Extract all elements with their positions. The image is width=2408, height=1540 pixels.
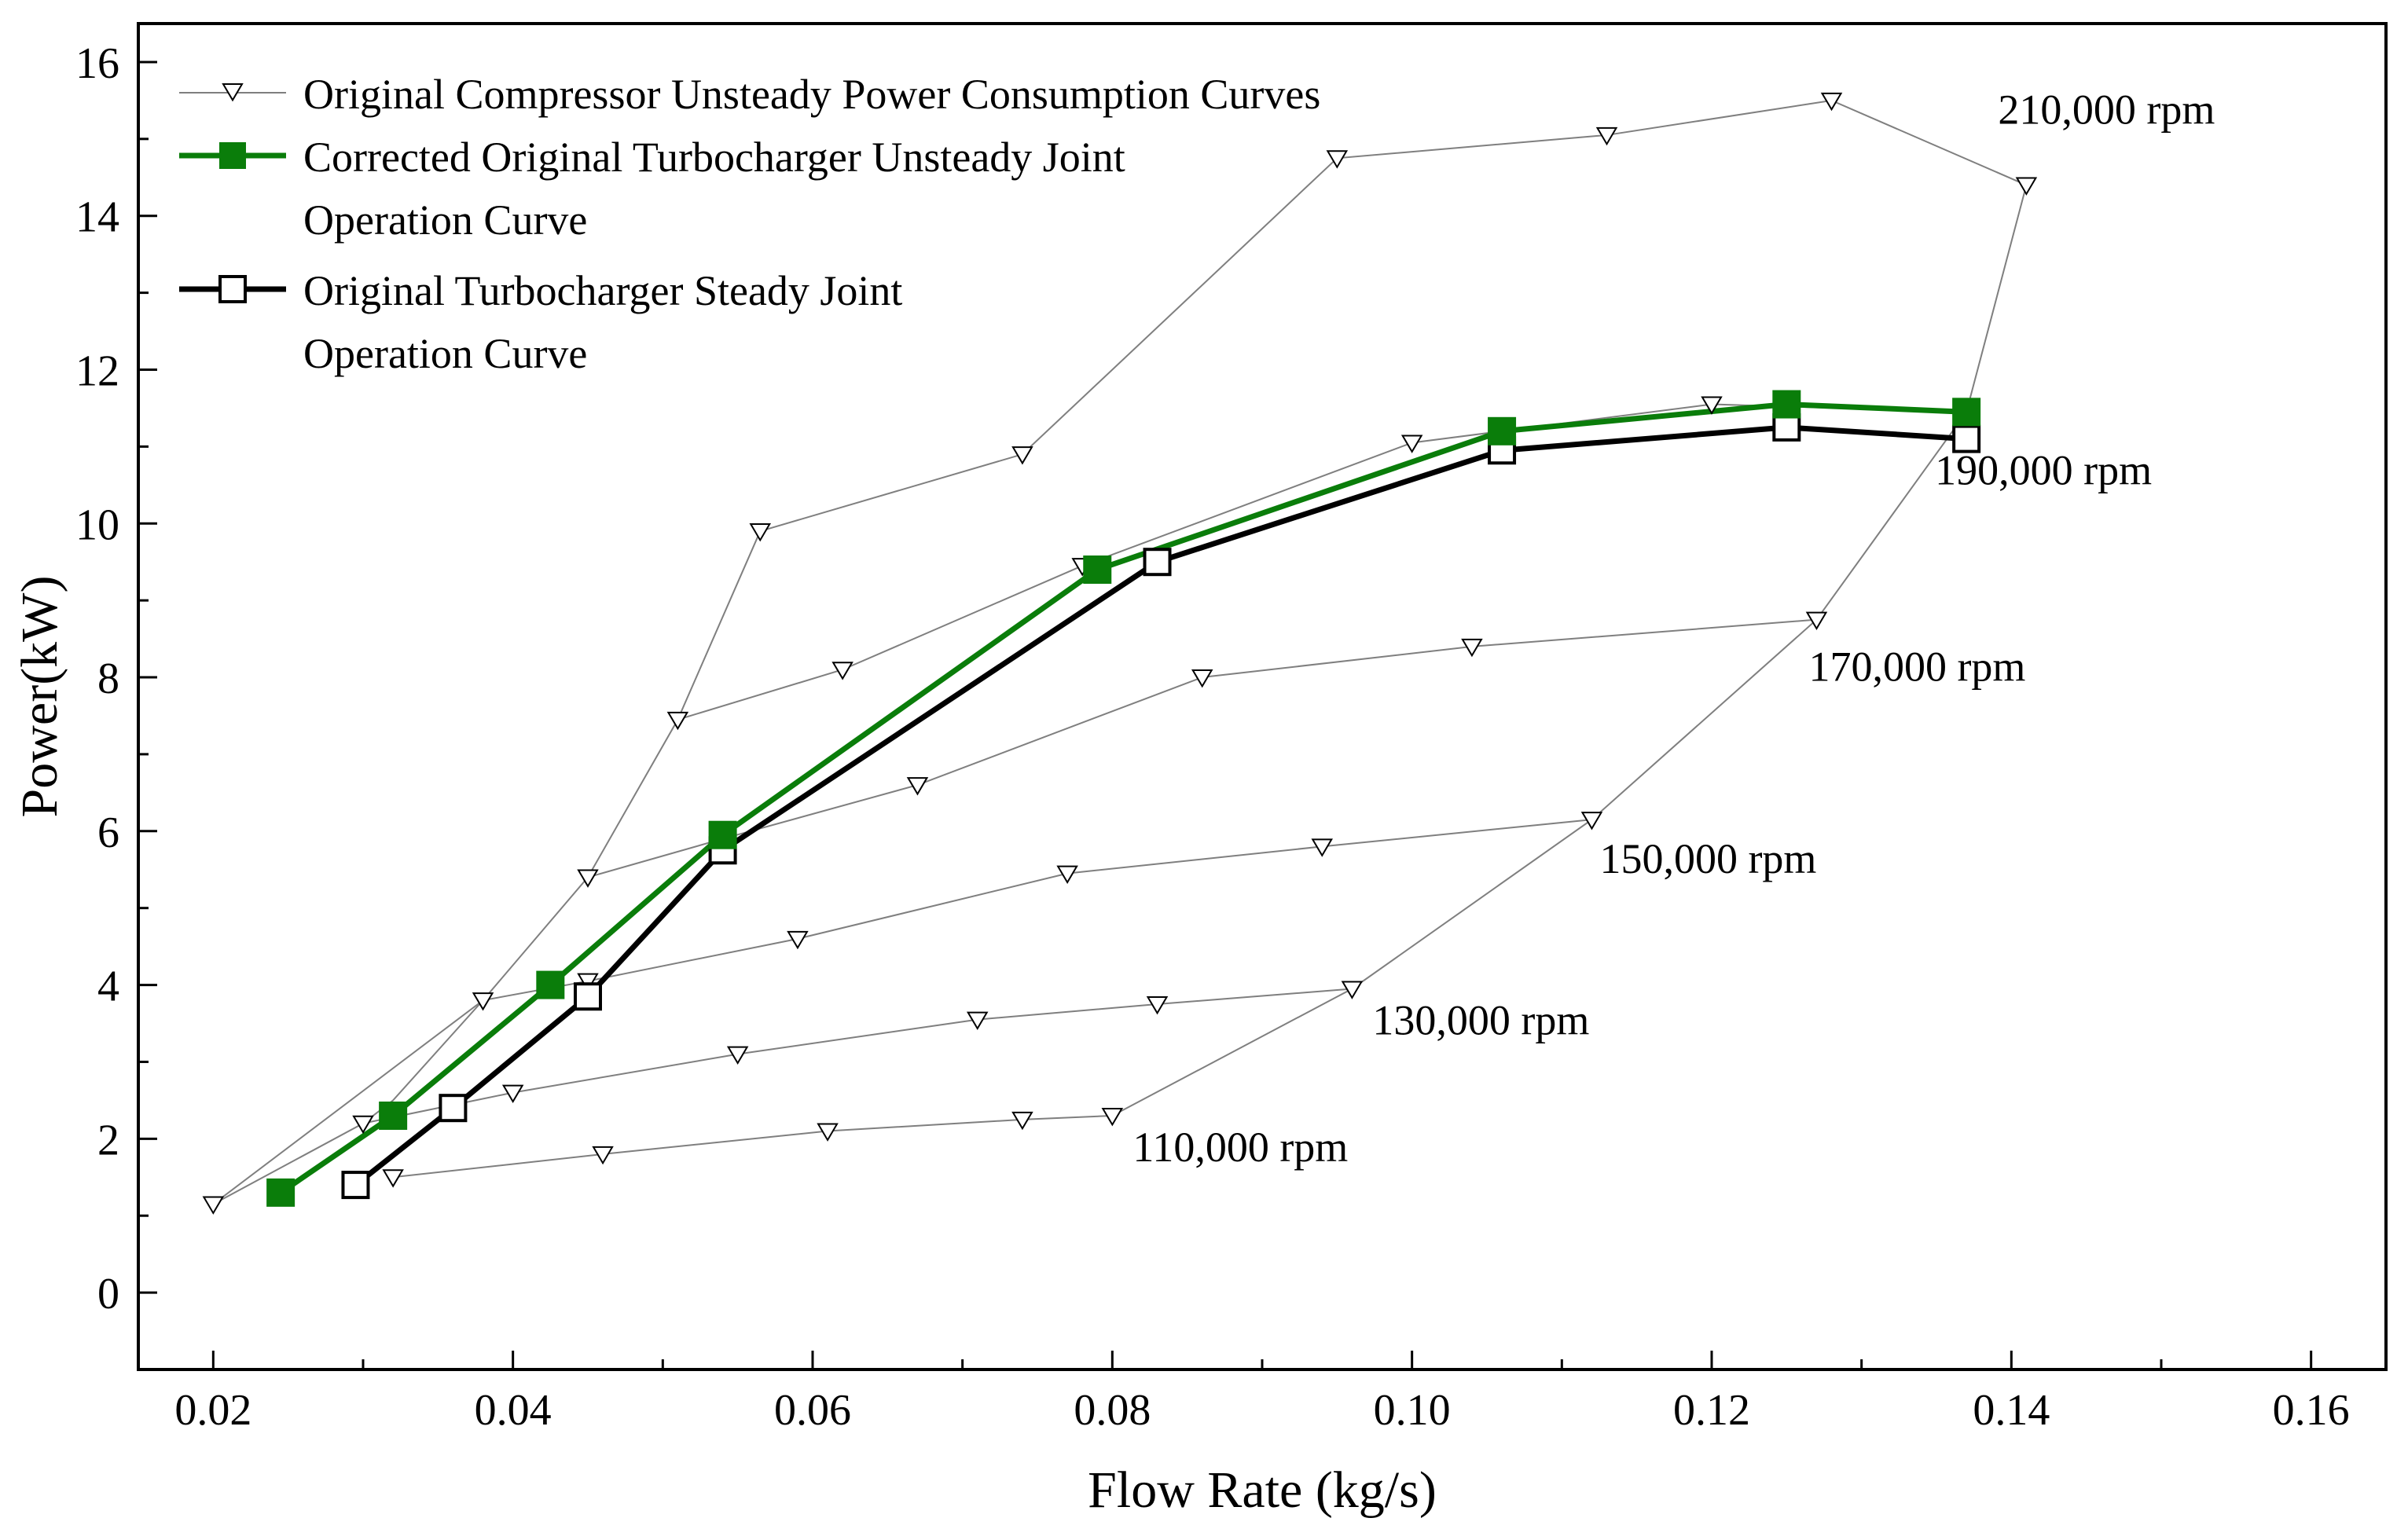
steady-point-0 (341, 1171, 370, 1200)
speed-line-4-point-4 (1701, 396, 1723, 415)
legend-marker-2 (218, 275, 247, 303)
speed-line-0-point-2 (817, 1123, 839, 1142)
steady-point-1 (439, 1094, 468, 1123)
ticks-layer (138, 60, 2313, 1370)
speed-line-5-point-3 (1595, 126, 1618, 146)
legend-text-2-1: Operation Curve (303, 330, 587, 377)
speed-line-0 (393, 1114, 1113, 1179)
legend: Original Compressor Unsteady Power Consu… (179, 71, 1320, 377)
legend-text-1-0: Corrected Original Turbocharger Unsteady… (303, 134, 1125, 181)
speed-label-4: 190,000 rpm (1935, 446, 2152, 493)
steady-point-4 (1143, 548, 1172, 577)
speed-line-3-point-2 (906, 777, 929, 796)
surge-line (212, 530, 762, 1205)
x-tick-label-5: 0.12 (1673, 1386, 1750, 1435)
legend-text-1-1: Operation Curve (303, 196, 587, 244)
x-tick-label-7: 0.16 (2273, 1386, 2350, 1435)
y-tick-label-0: 0 (97, 1270, 119, 1318)
speed-line-0-point-4 (1101, 1107, 1124, 1127)
corrected-point-3 (708, 820, 737, 849)
speed-line-5-point-5 (2015, 177, 2038, 196)
speed-line-0-point-0 (382, 1169, 404, 1188)
speed-line-5-point-2 (1326, 150, 1349, 169)
x-tick-label-6: 0.14 (1973, 1386, 2050, 1435)
steady-point-2 (574, 982, 602, 1011)
speed-line-5-point-4 (1820, 92, 1843, 112)
corrected-joint-curve (279, 402, 1967, 1195)
legend-text-2-0: Original Turbocharger Steady Joint (303, 267, 902, 314)
speed-line-1-point-1 (501, 1084, 524, 1103)
speed-label-5: 210,000 rpm (1998, 86, 2215, 134)
speed-line-2-point-3 (787, 930, 809, 950)
markers-layer (202, 92, 2038, 1215)
speed-line-0-point-3 (1011, 1111, 1033, 1131)
x-tick-label-3: 0.08 (1074, 1386, 1151, 1435)
speed-line-2-point-0 (202, 1196, 225, 1215)
speed-line-0-point-1 (592, 1146, 614, 1165)
speed-line-5-point-0 (749, 523, 772, 542)
speed-line-1-point-3 (966, 1011, 989, 1030)
curves-layer (212, 99, 2028, 1205)
speed-line-3-point-3 (1191, 669, 1213, 688)
speed-line-1-point-5 (1341, 981, 1364, 999)
speed-line-1-point-2 (726, 1046, 749, 1065)
speed-line-2-point-2 (577, 973, 599, 992)
speed-line-2-point-5 (1311, 838, 1334, 857)
y-axis-title: Power(kW) (11, 576, 68, 818)
speed-line-2-point-4 (1056, 865, 1078, 885)
y-tick-label-5: 10 (75, 500, 119, 549)
speed-line-5-point-1 (1011, 446, 1033, 465)
x-tick-label-0: 0.02 (174, 1386, 251, 1435)
legend-text-0-0: Original Compressor Unsteady Power Consu… (303, 71, 1320, 118)
speed-line-1-point-4 (1146, 996, 1169, 1015)
x-axis-title: Flow Rate (kg/s) (1088, 1461, 1437, 1519)
corrected-point-1 (379, 1101, 408, 1130)
speed-line-1 (362, 988, 1353, 1124)
y-tick-label-3: 6 (97, 808, 119, 857)
speed-line-4-point-1 (831, 662, 853, 680)
steady-point-7 (1952, 424, 1981, 453)
steady-joint-curve (354, 424, 1967, 1187)
speed-line-2-point-6 (1580, 812, 1603, 830)
corrected-point-2 (536, 970, 565, 999)
corrected-point-0 (266, 1178, 295, 1207)
x-tick-label-4: 0.10 (1374, 1386, 1451, 1435)
y-tick-label-7: 14 (75, 193, 119, 242)
speed-line-2-point-1 (472, 992, 494, 1011)
speed-line-4 (677, 403, 1967, 720)
corrected-point-6 (1772, 390, 1801, 419)
corrected-point-4 (1083, 555, 1112, 584)
corrected-point-5 (1488, 416, 1517, 446)
speed-line-5 (759, 99, 2027, 533)
speed-line-4-point-3 (1400, 434, 1423, 453)
speed-line-3-point-4 (1461, 638, 1483, 658)
legend-marker-1 (219, 142, 246, 169)
labels-layer: 0.02 0.04 0.06 0.08 0.10 0.12 0.14 0.16 0 2 4 6 8 10 1… (11, 39, 2350, 1519)
legend-marker-0 (222, 83, 244, 102)
steady-point-6 (1772, 412, 1801, 442)
y-tick-label-8: 16 (75, 39, 119, 88)
speed-line-3 (587, 618, 1817, 878)
y-tick-label-2: 4 (97, 962, 119, 1011)
speed-line-3-point-0 (577, 869, 599, 888)
speed-line-1-point-0 (352, 1115, 374, 1135)
x-tick-label-1: 0.04 (475, 1386, 552, 1435)
speed-line-3-point-5 (1805, 611, 1828, 630)
corrected-point-7 (1952, 398, 1981, 427)
x-tick-label-2: 0.06 (774, 1386, 851, 1435)
speed-label-3: 170,000 rpm (1808, 644, 2025, 691)
speed-line-4-point-0 (666, 711, 689, 731)
y-tick-label-6: 12 (75, 346, 119, 395)
y-tick-label-4: 8 (97, 654, 119, 703)
y-tick-label-1: 2 (97, 1116, 119, 1164)
speed-label-1: 130,000 rpm (1372, 996, 1589, 1043)
speed-label-2: 150,000 rpm (1599, 835, 1816, 882)
choke-line (1111, 185, 2028, 1116)
speed-label-0: 110,000 rpm (1132, 1124, 1348, 1171)
